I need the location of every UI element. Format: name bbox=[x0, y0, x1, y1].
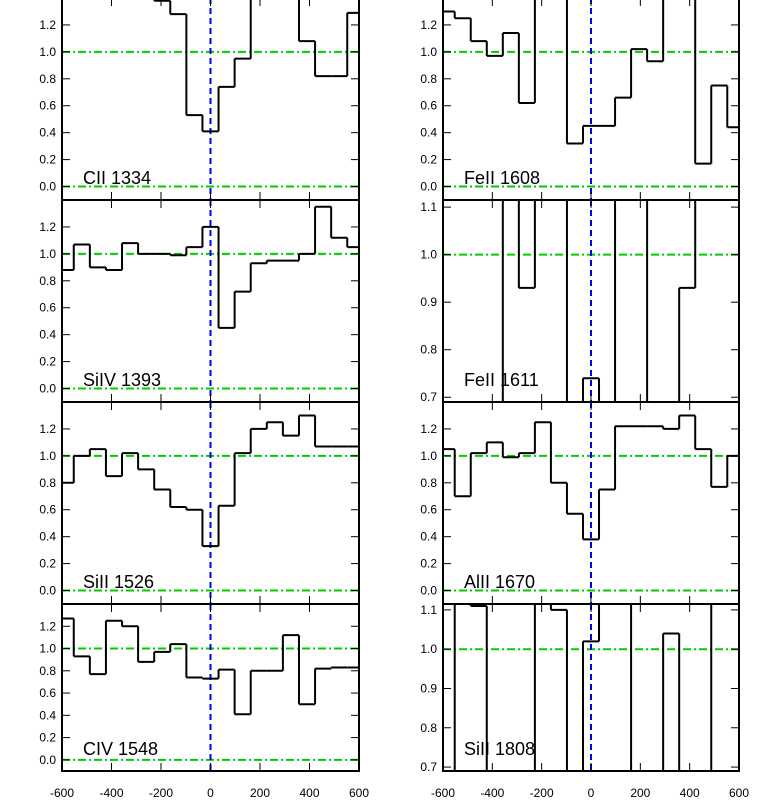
y-tick-label: 0.6 bbox=[39, 686, 56, 700]
panel: 0.0 0.2 0.4 0.6 0.8 1.0 1.2 -600 -400 -200 0 200 400… bbox=[39, 603, 369, 800]
y-tick-label: 0.0 bbox=[420, 584, 437, 598]
x-tick-label: -400 bbox=[99, 786, 123, 800]
panel: 0.0 0.2 0.4 0.6 0.8 1.0 1.2 CII 1334 bbox=[39, 0, 360, 201]
y-tick-label: 0.6 bbox=[39, 503, 56, 517]
x-tick-label: 200 bbox=[630, 786, 650, 800]
y-tick-label: 0.0 bbox=[39, 180, 56, 194]
y-tick-label: 1.0 bbox=[39, 642, 56, 656]
y-tick-label: 0.8 bbox=[39, 664, 56, 678]
y-tick-label: 0.2 bbox=[39, 557, 56, 571]
line-label: CII 1334 bbox=[83, 168, 151, 188]
y-tick-label: 0.8 bbox=[39, 476, 56, 490]
y-tick-label: 0.8 bbox=[39, 274, 56, 288]
y-tick-label: 0.2 bbox=[39, 355, 56, 369]
y-tick-label: 0.9 bbox=[420, 681, 437, 695]
y-tick-label: 1.0 bbox=[420, 45, 437, 59]
x-tick-label: 400 bbox=[680, 786, 700, 800]
panel: 0.0 0.2 0.4 0.6 0.8 1.0 1.2 SiII 1526 bbox=[39, 401, 360, 605]
y-tick-label: 0.4 bbox=[39, 328, 56, 342]
y-tick-label: 0.2 bbox=[420, 557, 437, 571]
plot-area bbox=[62, 402, 359, 604]
y-tick-label: 0.7 bbox=[420, 390, 437, 404]
x-tick-label: 0 bbox=[207, 786, 214, 800]
y-tick-label: 0.0 bbox=[39, 753, 56, 767]
y-tick-label: 1.2 bbox=[420, 18, 437, 32]
y-tick-label: 1.0 bbox=[420, 449, 437, 463]
y-tick-label: 1.1 bbox=[420, 603, 437, 617]
y-tick-label: 1.2 bbox=[420, 422, 437, 436]
y-tick-label: 0.9 bbox=[420, 295, 437, 309]
y-tick-label: 0.8 bbox=[420, 476, 437, 490]
panel: 0.0 0.2 0.4 0.6 0.8 1.0 1.2 SiIV 1393 bbox=[39, 199, 360, 403]
line-label: SiII 1526 bbox=[83, 572, 154, 592]
y-tick-label: 0.0 bbox=[420, 180, 437, 194]
y-tick-label: 1.0 bbox=[39, 247, 56, 261]
x-tick-label: -200 bbox=[149, 786, 173, 800]
y-tick-label: 1.2 bbox=[39, 220, 56, 234]
y-tick-label: 0.8 bbox=[420, 721, 437, 735]
y-tick-label: 0.2 bbox=[39, 731, 56, 745]
y-tick-label: 0.7 bbox=[420, 760, 437, 774]
panel: 0.0 0.2 0.4 0.6 0.8 1.0 1.2 AlII 1670 bbox=[420, 401, 740, 605]
y-tick-label: 0.0 bbox=[39, 382, 56, 396]
line-label: FeII 1608 bbox=[464, 168, 540, 188]
x-tick-label: 600 bbox=[729, 786, 749, 800]
y-tick-label: 0.2 bbox=[39, 153, 56, 167]
plot-area bbox=[443, 200, 739, 402]
y-tick-label: 1.2 bbox=[39, 422, 56, 436]
x-tick-label: 0 bbox=[588, 786, 595, 800]
x-tick-label: -600 bbox=[50, 786, 74, 800]
plot-area bbox=[443, 0, 739, 200]
plot-area bbox=[443, 604, 739, 771]
y-tick-label: 0.6 bbox=[420, 99, 437, 113]
panel: 0.7 0.8 0.9 1.0 1.1 -600 -400 -200 0 200 400 600 SiI… bbox=[420, 603, 749, 800]
x-tick-label: -200 bbox=[530, 786, 554, 800]
y-tick-label: 0.4 bbox=[39, 708, 56, 722]
plot-area bbox=[443, 402, 739, 604]
line-label: CIV 1548 bbox=[83, 739, 158, 759]
panel: 0.7 0.8 0.9 1.0 1.1 FeII 1611 bbox=[420, 199, 740, 404]
y-tick-label: 0.6 bbox=[39, 301, 56, 315]
x-tick-label: 200 bbox=[250, 786, 270, 800]
x-tick-label: -400 bbox=[480, 786, 504, 800]
line-label: SiII 1808 bbox=[464, 739, 535, 759]
y-tick-label: 0.2 bbox=[420, 153, 437, 167]
panel: 0.0 0.2 0.4 0.6 0.8 1.0 1.2 FeII 1608 bbox=[420, 0, 740, 201]
y-tick-label: 1.2 bbox=[39, 619, 56, 633]
y-tick-label: 1.0 bbox=[39, 45, 56, 59]
y-tick-label: 1.0 bbox=[420, 642, 437, 656]
y-tick-label: 0.0 bbox=[39, 584, 56, 598]
y-tick-label: 0.6 bbox=[420, 503, 437, 517]
y-tick-label: 0.8 bbox=[420, 343, 437, 357]
x-tick-label: 600 bbox=[349, 786, 369, 800]
y-tick-label: 1.0 bbox=[39, 449, 56, 463]
y-tick-label: 0.4 bbox=[39, 530, 56, 544]
plot-area bbox=[62, 200, 359, 402]
line-label: AlII 1670 bbox=[464, 572, 535, 592]
y-tick-label: 0.4 bbox=[39, 126, 56, 140]
y-tick-label: 1.1 bbox=[420, 200, 437, 214]
y-tick-label: 0.8 bbox=[420, 72, 437, 86]
plot-area bbox=[62, 604, 359, 771]
y-tick-label: 0.4 bbox=[420, 530, 437, 544]
plot-area bbox=[62, 0, 359, 200]
line-label: FeII 1611 bbox=[464, 370, 539, 390]
y-tick-label: 0.8 bbox=[39, 72, 56, 86]
y-tick-label: 0.6 bbox=[39, 99, 56, 113]
x-tick-label: 400 bbox=[299, 786, 319, 800]
y-tick-label: 1.2 bbox=[39, 18, 56, 32]
line-label: SiIV 1393 bbox=[83, 370, 161, 390]
y-tick-label: 1.0 bbox=[420, 248, 437, 262]
y-tick-label: 0.4 bbox=[420, 126, 437, 140]
x-tick-label: -600 bbox=[431, 786, 455, 800]
